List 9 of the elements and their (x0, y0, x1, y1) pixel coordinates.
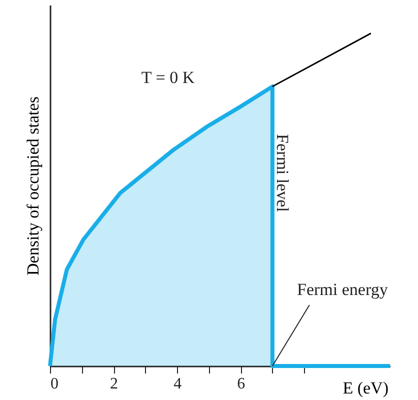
annotation: Fermi level (273, 134, 292, 212)
y-axis-title: Density of occupied states (24, 96, 42, 276)
x-tick-label: 0 (50, 376, 58, 392)
x-tick-label: 4 (174, 376, 182, 392)
x-tick-label: 2 (110, 376, 118, 392)
x-axis-title: E (eV) (342, 378, 388, 398)
annotation: T = 0 K (141, 68, 196, 87)
x-tick-label: 6 (237, 376, 246, 392)
annotation: Fermi energy (297, 280, 388, 299)
